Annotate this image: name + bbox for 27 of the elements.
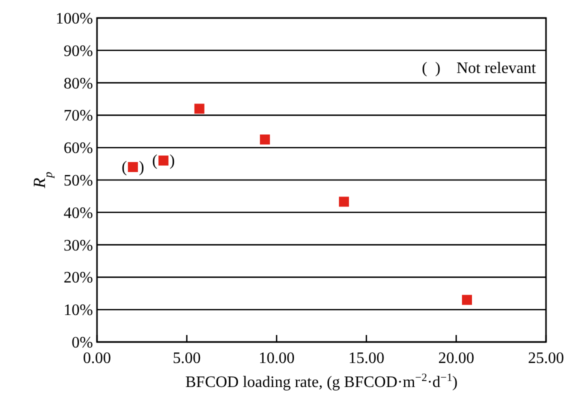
annotation: ( ) — [152, 152, 175, 170]
y-tick-label: 30% — [64, 237, 93, 254]
y-tick-label: 90% — [64, 42, 93, 60]
point — [158, 156, 168, 166]
point — [128, 162, 138, 172]
x-tick-label: 15.00 — [348, 350, 384, 367]
y-tick-label: 50% — [64, 172, 93, 190]
x-tick-label: 0.00 — [83, 350, 111, 367]
x-tick-label: 5.00 — [172, 350, 201, 367]
y-tick-label: 0% — [72, 334, 93, 352]
point — [338, 196, 349, 207]
point — [194, 104, 204, 114]
x-tick-label: 25.00 — [528, 350, 564, 367]
point — [260, 134, 270, 144]
annotation: ( ) — [122, 159, 144, 176]
y-tick-label: 60% — [64, 140, 93, 158]
y-tick-label: 70% — [64, 108, 93, 125]
y-tick-label: 20% — [64, 270, 93, 287]
y-tick-label: 100% — [56, 10, 93, 28]
y-tick-label: 10% — [64, 302, 93, 320]
y-tick-label: 80% — [64, 75, 93, 92]
annotation: ( ) Not relevant — [422, 60, 537, 77]
x-axis-title: BFCOD loading rate, (g BFCOD·m$^{−2}$·d$^{−1}$) — [185, 372, 458, 391]
y-tick-label: 40% — [64, 204, 93, 222]
x-tick-label: 10.00 — [258, 350, 295, 367]
point — [462, 294, 472, 305]
x-tick-label: 20.00 — [438, 350, 474, 367]
